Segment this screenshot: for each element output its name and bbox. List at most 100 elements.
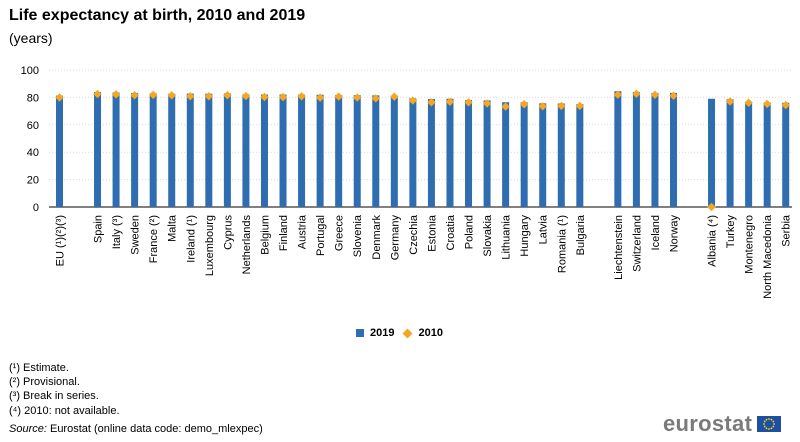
x-category-label: Netherlands [241,215,253,275]
bar-2019 [279,94,287,207]
y-tick-label: 40 [27,147,39,159]
chart-subtitle: (years) [9,30,53,46]
marker-2010 [260,92,269,102]
bar-2019 [465,100,473,207]
marker-2010 [186,92,195,101]
source-text: Eurostat (online data code: demo_mlexpec… [46,423,263,435]
bar-2019 [763,102,771,207]
x-category-label: Belgium [259,215,271,255]
bar-2019 [186,93,194,207]
x-category-label: Serbia [781,214,793,247]
x-category-label: Hungary [519,215,531,257]
x-category-label: France (²) [148,215,160,263]
x-category-label: Slovakia [482,214,494,256]
marker-2010 [148,90,158,100]
bar-2019 [260,94,268,207]
marker-2010 [223,91,232,100]
source-label: Source: [9,423,47,435]
x-category-label: Luxembourg [204,215,216,276]
x-category-label: Montenegro [744,215,756,274]
eu-flag-icon [757,416,782,432]
bar-2019 [427,99,435,207]
x-category-label: Sweden [130,215,142,255]
legend-label-2019: 2019 [370,327,395,339]
x-category-label: Greece [334,215,346,251]
marker-2010 [371,94,380,103]
marker-2010 [669,91,678,100]
bar-2019 [745,101,753,207]
footnote: (⁴) 2010: not available. [9,404,120,417]
bar-2019 [390,95,398,207]
bar-2019 [223,93,231,207]
bar-2019 [557,103,565,207]
x-category-label: Cyprus [222,215,234,250]
bar-2019 [409,98,417,207]
marker-2010 [575,101,585,111]
marker-2010 [334,92,343,101]
bar-2019 [446,98,454,207]
bar-2019 [651,93,659,207]
bar-2019 [353,95,361,207]
marker-2010 [650,90,660,99]
footnote: (³) Break in series. [9,390,99,403]
x-category-label: Italy (³) [111,215,123,249]
x-category-label: Germany [389,215,401,261]
bar-2019 [726,99,734,207]
marker-2010 [762,99,772,109]
bar-2019 [576,104,584,207]
chart-title: Life expectancy at birth, 2010 and 2019 [9,7,306,24]
marker-2010 [557,101,566,111]
chart-legend: 2019 2010 [356,327,443,339]
x-category-label: EU (¹)(²)(³) [55,215,67,266]
marker-2010 [781,100,790,110]
marker-2010 [353,93,362,102]
x-category-label: Romania (¹) [556,215,568,273]
marker-2010 [204,92,214,101]
marker-2010 [297,92,306,101]
y-tick-label: 100 [21,65,39,77]
legend-label-2010: 2010 [418,327,443,339]
marker-2010 [519,100,529,109]
x-category-label: Slovenia [352,214,364,257]
x-category-label: Denmark [371,215,383,260]
x-category-label: Croatia [445,214,457,250]
bar-2019 [632,91,640,207]
marker-2010 [55,93,64,102]
marker-2010 [111,90,121,99]
marker-2010 [538,102,547,111]
x-category-label: Iceland [650,215,662,250]
bar-2019 [149,93,157,207]
x-category-label: Ireland (¹) [185,215,197,263]
marker-2010 [744,98,753,107]
x-category-label: Malta [167,214,179,242]
bar-2019 [112,92,120,207]
y-tick-label: 0 [33,202,39,214]
footnotes: (¹) Estimate. (²) Provisional. (³) Break… [9,361,120,418]
marker-2010 [427,98,436,107]
legend-bar-swatch [356,329,364,337]
source-note: Source: Eurostat (online data code: demo… [9,423,263,435]
x-category-label: Turkey [725,215,737,249]
bar-2019 [670,92,678,207]
marker-2010 [707,202,716,212]
bar-2019 [298,94,306,207]
bar-2019 [316,94,324,207]
marker-2010 [241,91,251,101]
bar-2019 [205,93,213,207]
x-category-label: Estonia [426,214,438,252]
bar-2019 [242,94,250,207]
bar-2019 [94,91,102,207]
marker-2010 [390,92,399,101]
marker-2010 [278,92,288,102]
marker-2010 [167,91,176,100]
x-category-label: Liechtenstein [613,215,625,280]
legend-diamond-swatch [403,328,413,338]
bar-2019 [520,102,528,207]
x-category-label: Spain [93,215,105,243]
x-category-label: Lithuania [501,214,513,260]
x-category-label: Switzerland [631,215,643,272]
x-category-label: Albania (⁴) [707,215,719,267]
bar-2019 [708,98,716,207]
marker-2010 [725,97,735,106]
x-category-label: Poland [464,215,476,249]
